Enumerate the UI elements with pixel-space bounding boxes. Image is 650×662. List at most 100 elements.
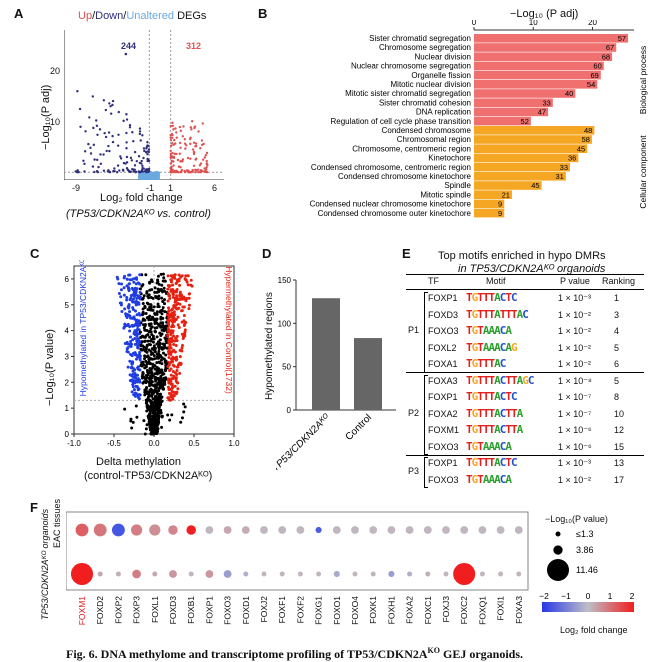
c-point bbox=[155, 430, 159, 434]
c-point bbox=[157, 386, 161, 390]
c-point bbox=[138, 273, 142, 277]
motif-letter: A bbox=[482, 340, 490, 354]
c-point-hyper bbox=[174, 306, 178, 310]
c-point-hypo bbox=[133, 374, 137, 378]
a-point-up bbox=[171, 121, 174, 125]
a-point-up bbox=[170, 132, 174, 136]
c-point bbox=[138, 313, 142, 317]
f-bubble bbox=[351, 526, 359, 534]
c-point bbox=[148, 399, 152, 403]
b-category-label: Chromosome segregation bbox=[379, 43, 471, 52]
c-point bbox=[164, 324, 168, 328]
c-point bbox=[144, 374, 148, 378]
d-ytick-label: 100 bbox=[278, 319, 292, 328]
f-gene-label: FOXL1 bbox=[150, 596, 160, 623]
motif-row: FOXO3 TGTAAACA 1 × 10⁻⁶ 15 bbox=[406, 439, 644, 455]
f-gene-label: FOXC1 bbox=[423, 596, 433, 625]
c-point bbox=[140, 297, 144, 301]
motif-letter: T bbox=[477, 439, 484, 453]
c-point bbox=[159, 324, 163, 328]
a-point-up bbox=[184, 147, 187, 150]
a-ytick: 10 bbox=[50, 117, 61, 127]
motif-letter: T bbox=[488, 423, 496, 436]
c-xtick-label: 0.5 bbox=[188, 439, 200, 448]
c-point bbox=[149, 375, 153, 379]
motif-pvalue: 1 × 10⁻² bbox=[558, 359, 592, 369]
a-point-up bbox=[169, 144, 173, 147]
a-point-down bbox=[119, 155, 122, 158]
c-point-hypo bbox=[133, 337, 137, 341]
motif-letter: A bbox=[516, 373, 524, 387]
c-point-hypo bbox=[125, 298, 129, 302]
f-gene-label: FOXP1 bbox=[204, 596, 214, 624]
motif-pvalue: 1 × 10⁻² bbox=[558, 474, 592, 485]
panel-b-axis-title: −Log₁₀ (P adj) bbox=[510, 8, 579, 20]
a-point-up bbox=[186, 156, 190, 160]
motif-letter: T bbox=[477, 472, 484, 486]
panel-a-title: Up/Down/Unaltered DEGs bbox=[78, 10, 206, 22]
c-point-hyper bbox=[169, 392, 173, 396]
c-point bbox=[162, 276, 166, 280]
f-bubble bbox=[453, 562, 476, 586]
a-xtick: 1 bbox=[168, 183, 174, 193]
c-point-hyper bbox=[186, 283, 190, 287]
motif-row: FOXO3 TGTAAACA 1 × 10⁻² 17 bbox=[406, 472, 644, 488]
motif-letter: T bbox=[466, 340, 473, 354]
c-point bbox=[149, 327, 153, 331]
b-group-label-bp: Biological process bbox=[638, 46, 648, 115]
c-point-hypo bbox=[135, 340, 139, 344]
f-bubble bbox=[131, 524, 143, 536]
d-ytick-label: 150 bbox=[278, 276, 292, 285]
color-legend-title: Log₂ fold change bbox=[560, 625, 628, 635]
c-point bbox=[141, 283, 145, 287]
c-point bbox=[158, 338, 162, 342]
a-point-up bbox=[201, 158, 205, 161]
c-point-hyper bbox=[181, 343, 185, 347]
size-legend-dot bbox=[553, 545, 563, 555]
a-point-up bbox=[181, 158, 185, 161]
f-bubble bbox=[478, 526, 487, 534]
c-point bbox=[158, 354, 162, 358]
motif-letter: A bbox=[494, 390, 501, 403]
c-point bbox=[160, 288, 164, 292]
motif-letter: T bbox=[488, 456, 496, 469]
motif-letter: G bbox=[471, 456, 479, 469]
motif-pvalue: 1 × 10⁻⁷ bbox=[558, 408, 592, 419]
header-tf: TF bbox=[428, 276, 439, 286]
c-point-hyper bbox=[176, 302, 180, 306]
b-category-label: Nuclear chromosome segregation bbox=[351, 62, 471, 71]
f-gene-label: FOXP2 bbox=[113, 596, 123, 624]
c-point bbox=[142, 363, 146, 367]
panel-c-xlabel: Delta methylation bbox=[96, 456, 181, 468]
b-bar bbox=[474, 98, 553, 107]
motif-letter: A bbox=[488, 340, 496, 354]
c-point bbox=[146, 403, 150, 407]
c-point bbox=[141, 348, 145, 352]
c-point-hyper bbox=[180, 346, 184, 350]
c-point-hyper bbox=[186, 274, 190, 278]
a-point-down bbox=[146, 141, 149, 144]
a-point-down bbox=[122, 169, 125, 172]
a-point-down bbox=[93, 170, 96, 174]
c-point-hyper bbox=[172, 312, 176, 316]
motif-letter: A bbox=[494, 324, 501, 337]
motif-row: FOXP1 TGTTTACTC 1 × 10⁻⁷ 8 bbox=[406, 389, 644, 405]
color-legend-tick: 1 bbox=[608, 591, 613, 601]
f-bubble bbox=[152, 571, 158, 577]
f-bubble bbox=[405, 526, 414, 534]
c-point-hyper bbox=[171, 307, 175, 311]
c-point-hypo bbox=[125, 277, 129, 281]
c-point-hypo bbox=[117, 291, 121, 295]
motif-letter: G bbox=[471, 324, 479, 337]
b-category-label: Condensed nuclear chromosome kinetochore bbox=[310, 200, 472, 209]
motif-letter: T bbox=[482, 357, 490, 370]
a-point-up bbox=[189, 142, 192, 146]
c-point bbox=[144, 359, 148, 363]
f-bubble bbox=[93, 523, 107, 537]
a-point-down bbox=[125, 118, 129, 121]
f-bubble bbox=[315, 526, 322, 534]
b-bar bbox=[474, 70, 601, 80]
c-point bbox=[159, 379, 163, 383]
a-point-down bbox=[102, 99, 106, 102]
c-point-hyper bbox=[169, 280, 173, 284]
